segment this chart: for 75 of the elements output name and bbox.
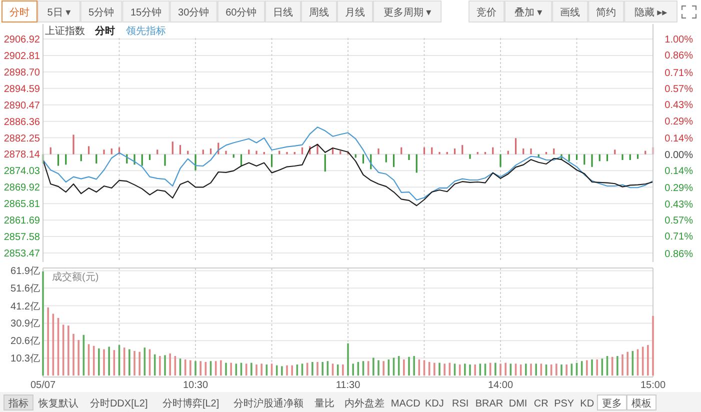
text: 周线 [309,6,329,18]
text: 分时博弈[L2] [162,398,220,410]
x-tick-label: 14:00 [488,380,514,391]
y2-tick-label: 0.86% [664,50,694,62]
text: 更多周期 ▾ [383,6,432,18]
text: 指标 [8,398,28,410]
y-tick-label: 51.6亿 [10,284,40,295]
text: RSI [452,398,469,410]
text: 15分钟 [130,6,162,18]
y2-tick-label: 0.43% [664,199,694,210]
y-tick-label: 2861.69 [4,216,40,227]
text: 分时 [10,6,30,18]
text: 分时沪股通净额 [234,398,304,410]
y-tick-label: 2857.58 [4,232,40,244]
y-tick-label: 2878.14 [4,150,40,161]
y-tick-label: 2898.70 [4,67,40,78]
x-tick-label: 05/07 [30,380,56,391]
y-tick-label: 2902.81 [4,50,40,62]
x-tick-label: 11:30 [336,380,361,391]
text: 叠加 ▾ [514,6,542,18]
text: 30分钟 [178,6,210,18]
y-tick-label: 30.9亿 [10,318,40,330]
y-tick-label: 10.3亿 [10,354,40,365]
y-tick-label: 2890.47 [4,100,40,112]
y-tick-label: 2853.47 [4,248,40,260]
y-tick-label: 2886.36 [4,116,40,128]
y-tick-label: 2874.03 [4,166,40,178]
y-tick-label: 41.2亿 [10,301,40,312]
y2-tick-label: 1.00% [664,34,694,46]
text: KDJ [424,398,444,410]
text: 月线 [345,6,365,18]
y2-tick-label: 0.86% [664,248,694,260]
y2-tick-label: 0.14% [664,166,694,177]
text: MACD [390,398,420,410]
text: CR [534,398,548,410]
y2-tick-label: 0.71% [664,68,694,79]
text: 画线 [560,6,580,18]
y2-tick-label: 0.71% [664,232,694,243]
y-tick-label: 2894.59 [4,84,40,95]
text: 模板 [632,398,652,410]
y2-tick-label: 0.29% [664,183,694,194]
text: 60分钟 [226,6,257,18]
text: 5分钟 [88,6,114,18]
y-tick-label: 2869.92 [4,182,40,194]
text: 内外盘差 [344,398,384,410]
text: 更多 [602,398,622,410]
text: 分时DDX[L2] [90,398,148,410]
x-tick-label: 10:30 [182,380,208,391]
chart-title: 成交额(元) [52,271,99,283]
text: 领先指标 [126,25,166,37]
y2-tick-label: 0.57% [664,84,694,96]
text: 隐藏 ▸▸ [634,6,668,18]
chart-title: 上证指数 [45,25,85,37]
text: 恢复默认 [38,398,79,410]
y-tick-label: 20.6亿 [10,336,40,348]
text: 5日 ▾ [47,8,71,18]
x-tick-label: 15:00 [640,380,666,391]
text: 分时 [94,25,115,37]
y-tick-label: 61.9亿 [10,266,40,278]
y-tick-label: 2882.25 [4,133,40,144]
text: 量比 [314,398,334,410]
text: PSY [554,398,574,410]
text: 日线 [273,6,293,18]
y-tick-label: 2865.81 [4,199,40,210]
y-tick-label: 2906.92 [4,34,40,46]
y2-tick-label: 0.14% [664,134,694,145]
y2-tick-label: 0.43% [664,100,694,112]
text: 简约 [596,6,616,18]
text: DMI [508,398,528,410]
y2-tick-label: 0.00% [664,150,694,161]
text: 竞价 [476,6,496,18]
y2-tick-label: 0.29% [664,116,694,128]
y2-tick-label: 0.57% [664,215,694,226]
text: BRAR [475,398,504,410]
text: KD [580,398,594,410]
